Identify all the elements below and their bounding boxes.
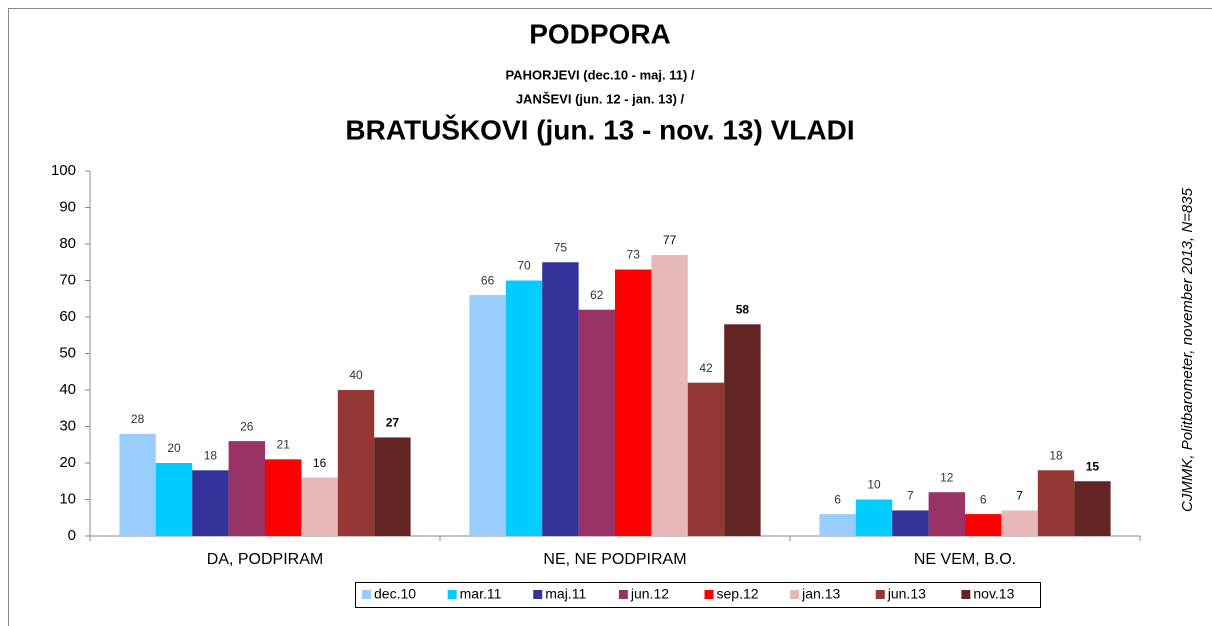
legend-swatch (618, 590, 628, 599)
x-tick-label: DA, PODPIRAM (207, 551, 323, 568)
x-tick-label: NE, NE PODPIRAM (543, 551, 686, 568)
legend-label: sep.12 (717, 586, 759, 602)
data-label: 18 (204, 448, 218, 462)
bar (119, 433, 156, 536)
legend-swatch (362, 590, 371, 599)
chart-title-2: BRATUŠKOVI (jun. 13 - nov. 13) VLADI (345, 113, 854, 145)
bar (687, 382, 725, 536)
bar (228, 441, 265, 536)
legend-label: jun.13 (887, 586, 926, 602)
bar (1037, 470, 1075, 536)
data-label: 58 (736, 302, 750, 316)
data-label: 70 (517, 259, 531, 273)
legend-swatch (447, 590, 457, 599)
bar (928, 492, 965, 536)
y-tick-label: 20 (59, 454, 76, 471)
bar (1074, 481, 1111, 536)
bar (265, 459, 302, 536)
data-label: 21 (277, 438, 291, 452)
bar (651, 254, 688, 536)
y-tick-label: 100 (51, 162, 76, 179)
legend-label: maj.11 (545, 586, 586, 602)
legend-swatch (875, 590, 885, 599)
data-label: 7 (1016, 489, 1023, 503)
y-tick-label: 10 (59, 490, 76, 507)
data-label: 6 (980, 492, 987, 506)
data-label: 10 (867, 478, 881, 492)
legend-label: jan.13 (801, 586, 840, 602)
bar (301, 477, 338, 536)
bar (892, 510, 929, 536)
legend-swatch (533, 590, 543, 599)
legend-label: dec.10 (374, 586, 416, 602)
legend-swatch (961, 590, 971, 599)
bar (724, 324, 761, 536)
legend-label: jun.12 (630, 586, 669, 602)
y-tick-label: 0 (68, 527, 76, 544)
legend-swatch (790, 590, 800, 599)
data-label: 7 (907, 489, 914, 503)
data-label: 73 (627, 248, 641, 262)
y-tick-label: 60 (59, 308, 76, 325)
subtitle: PAHORJEVI (dec.10 - maj. 11) / (505, 67, 694, 82)
bar (965, 514, 1002, 536)
data-label: 20 (167, 441, 181, 455)
x-tick-label: NE VEM, B.O. (914, 551, 1016, 568)
y-tick-label: 40 (59, 381, 76, 398)
data-label: 40 (349, 368, 363, 382)
bar (1001, 510, 1038, 536)
data-label: 15 (1086, 459, 1100, 473)
bar (505, 280, 543, 536)
data-label: 6 (834, 492, 841, 506)
bar (469, 295, 506, 536)
bar (155, 463, 193, 536)
source: CJMMK, Politbarometer, november 2013, N=… (1179, 187, 1196, 512)
bar (578, 309, 615, 536)
bar (855, 499, 893, 536)
legend-label: nov.13 (973, 586, 1014, 602)
data-label: 12 (940, 470, 954, 484)
bar (337, 390, 375, 536)
bar (374, 437, 411, 536)
y-tick-label: 30 (59, 417, 76, 434)
bar (542, 262, 579, 536)
legend-box (355, 582, 1041, 608)
legend-label: mar.11 (460, 586, 502, 602)
data-label: 16 (313, 456, 327, 470)
data-label: 75 (554, 240, 568, 254)
data-label: 66 (481, 273, 495, 287)
data-label: 27 (386, 416, 400, 430)
data-label: 26 (240, 419, 254, 433)
y-tick-label: 50 (59, 344, 76, 361)
data-label: 18 (1049, 448, 1063, 462)
data-label: 42 (699, 361, 713, 375)
data-label: 28 (131, 412, 145, 426)
y-tick-label: 70 (59, 271, 76, 288)
legend-swatch (704, 590, 714, 599)
chart-title: PODPORA (529, 18, 671, 49)
data-label: 62 (590, 288, 604, 302)
data-label: 77 (663, 233, 677, 247)
frame (8, 8, 1212, 626)
y-tick-label: 90 (59, 198, 76, 215)
bar (819, 514, 856, 536)
bar (192, 470, 229, 536)
bar (615, 269, 652, 536)
subtitle: JANŠEVI (jun. 12 - jan. 13) / (516, 91, 685, 106)
y-tick-label: 80 (59, 235, 76, 252)
